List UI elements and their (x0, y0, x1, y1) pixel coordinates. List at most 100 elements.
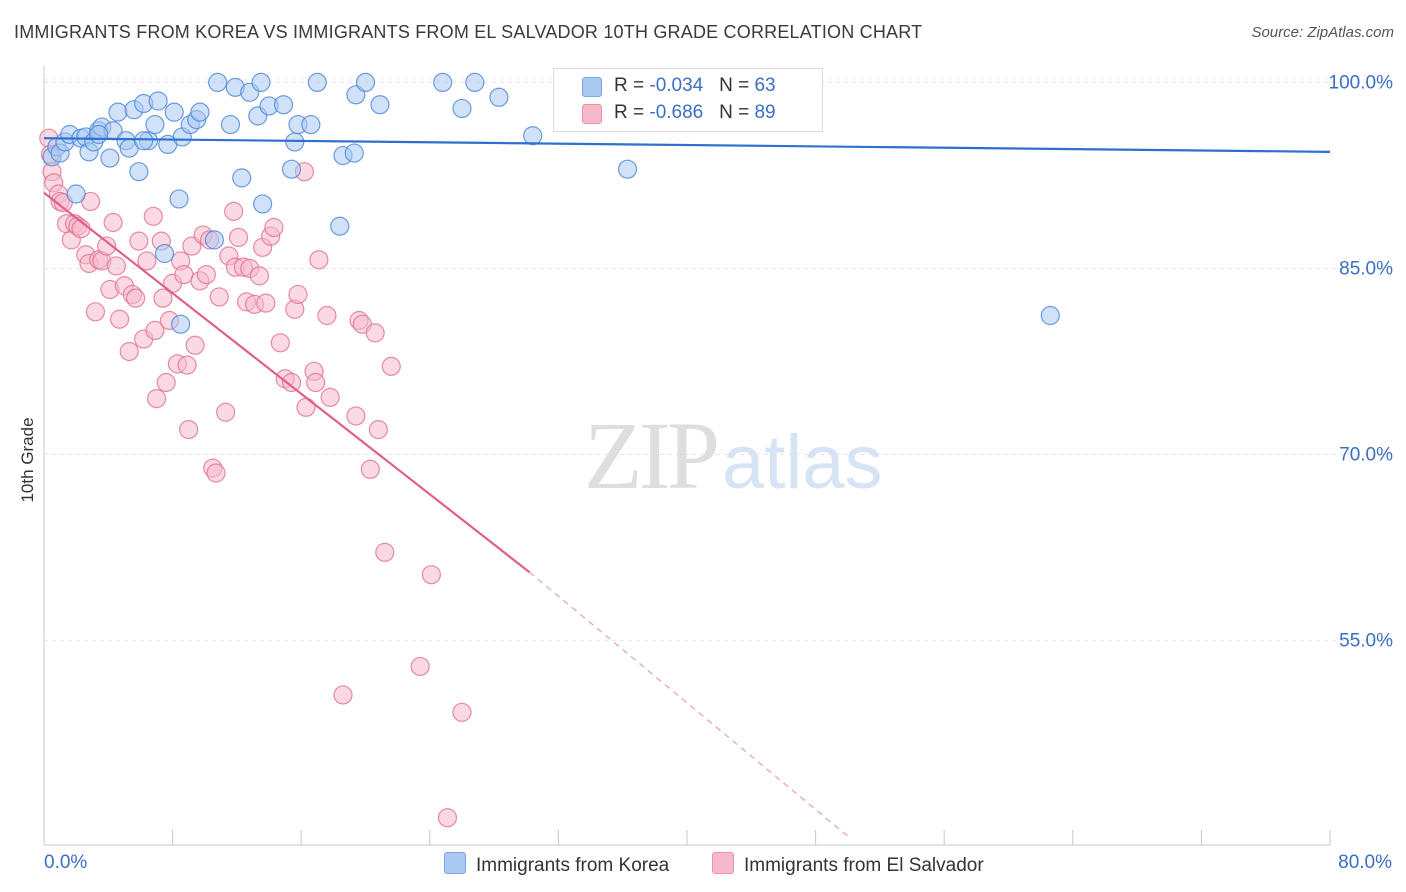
elsalvador-point (224, 201, 244, 221)
korea-point (344, 143, 364, 163)
elsalvador-point (264, 217, 284, 238)
elsalvador-point (174, 265, 194, 285)
elsalvador-point (146, 389, 167, 409)
y-tick-label: 70.0% (1339, 444, 1393, 465)
korea-point (232, 168, 252, 188)
watermark-atlas: atlas (722, 420, 883, 505)
elsalvador-point (306, 372, 326, 393)
x-min-label: 0.0% (44, 852, 88, 873)
korea-point (452, 98, 472, 119)
elsalvador-point (281, 372, 302, 393)
elsalvador-point (346, 406, 366, 426)
elsalvador-r-value: -0.686 (649, 102, 704, 123)
korea-point (355, 72, 376, 93)
elsalvador-point (145, 320, 165, 340)
elsalvador-point (206, 463, 226, 483)
korea-trend-line (43, 137, 1331, 153)
korea-point (617, 159, 638, 179)
korea-point (145, 114, 165, 135)
korea-point (523, 126, 543, 146)
korea-point (134, 131, 154, 151)
korea-point (154, 243, 175, 264)
series-elsalvador-points (39, 128, 472, 828)
elsalvador-n-label: N = (719, 102, 755, 123)
gridlines (44, 79, 1392, 641)
korea-point (204, 230, 224, 250)
elsalvador-point (216, 402, 236, 422)
korea-point (169, 189, 189, 209)
elsalvador-point (109, 309, 130, 329)
elsalvador-point (196, 265, 216, 285)
korea-point (489, 87, 509, 107)
elsalvador-point (179, 420, 199, 440)
korea-point (281, 159, 302, 179)
elsalvador-point (381, 356, 401, 376)
elsalvador-point (137, 251, 157, 271)
korea-point (171, 314, 191, 334)
elsalvador-point (270, 333, 290, 353)
bottom-korea-label: Immigrants from Korea (476, 855, 670, 876)
x-max-label: 80.0% (1338, 852, 1392, 873)
korea-point (208, 72, 228, 93)
korea-point (220, 114, 241, 135)
y-tick-labels: 100.0% 85.0% 70.0% 55.0% (1329, 72, 1394, 651)
source-label: Source: ZipAtlas.com (1251, 24, 1394, 41)
watermark-zip: ZIP (584, 402, 717, 509)
elsalvador-point (368, 420, 388, 440)
korea-point (370, 95, 390, 115)
elsalvador-point (119, 341, 139, 362)
korea-point (433, 72, 453, 93)
elsalvador-point (320, 387, 340, 407)
trend-lines (43, 137, 1331, 840)
axes (43, 66, 1331, 846)
elsalvador-n-value: 89 (754, 102, 776, 123)
elsalvador-point (153, 288, 173, 308)
elsalvador-swatch (582, 104, 602, 124)
elsalvador-point (375, 542, 395, 562)
korea-point (1040, 305, 1060, 326)
korea-point (129, 162, 149, 182)
bottom-korea-swatch (444, 852, 466, 874)
elsalvador-point (156, 372, 176, 393)
elsalvador-point (365, 323, 385, 343)
korea-point (253, 194, 273, 214)
elsalvador-point (309, 250, 329, 270)
series-korea-points (42, 72, 1060, 334)
korea-swatch (582, 77, 602, 97)
elsalvador-point (177, 355, 197, 375)
korea-point (330, 216, 350, 236)
korea-point (148, 91, 168, 111)
elsalvador-point (143, 206, 163, 226)
korea-point (66, 184, 86, 204)
elsalvador-point (421, 565, 442, 585)
korea-n-value: 63 (754, 75, 776, 96)
korea-r-value: -0.034 (649, 75, 704, 96)
elsalvador-point (129, 231, 149, 251)
elsalvador-trend-extension (529, 571, 852, 840)
elsalvador-point (360, 459, 380, 479)
elsalvador-point (249, 266, 270, 286)
bottom-legend-elsalvador: Immigrants from El Salvador (712, 852, 984, 877)
korea-point (164, 102, 184, 122)
stats-legend: R = -0.034 N = 63 R = -0.686 N = 89 (553, 68, 823, 132)
korea-n-label: N = (719, 75, 755, 96)
elsalvador-point (126, 288, 146, 308)
korea-point (465, 72, 485, 93)
elsalvador-point (288, 284, 308, 305)
elsalvador-point (85, 302, 106, 322)
elsalvador-point (209, 287, 229, 307)
elsalvador-point (228, 227, 249, 247)
korea-r-label: R = (614, 75, 650, 96)
y-tick-label: 100.0% (1329, 72, 1394, 93)
y-tick-label: 85.0% (1339, 258, 1393, 279)
elsalvador-point (452, 702, 472, 722)
korea-point (100, 148, 120, 168)
elsalvador-point (296, 397, 316, 417)
korea-point (108, 102, 128, 122)
korea-point (307, 72, 327, 93)
elsalvador-trend-line (43, 191, 531, 574)
elsalvador-point (333, 685, 353, 705)
elsalvador-point (410, 656, 430, 677)
bottom-elsalvador-label: Immigrants from El Salvador (744, 855, 984, 876)
